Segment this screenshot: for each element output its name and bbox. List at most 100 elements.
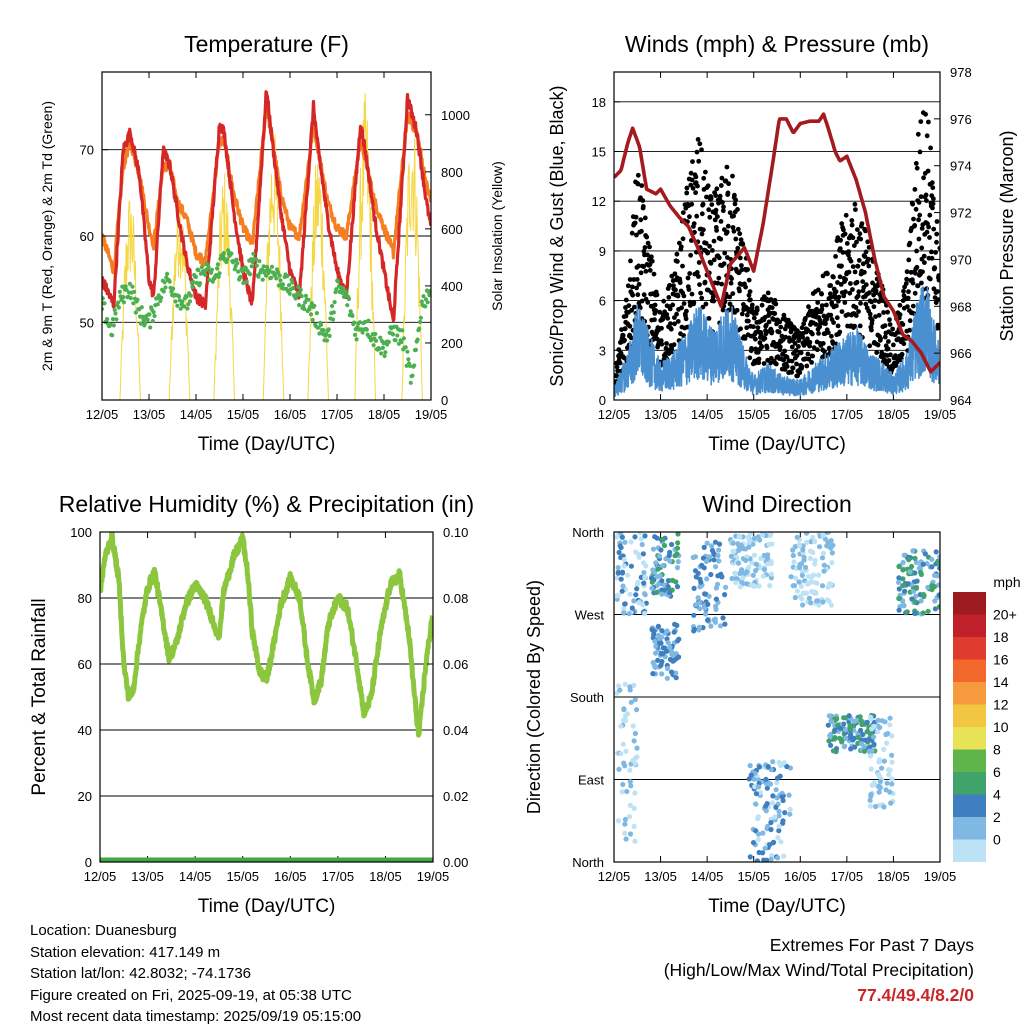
gust-point [647, 244, 652, 250]
dewpoint-point [152, 313, 157, 319]
dewpoint-point [308, 312, 314, 317]
humidity-xtick-label: 14/05 [179, 869, 212, 884]
direction-point [706, 593, 712, 599]
gust-point [835, 323, 841, 329]
gust-point [672, 271, 678, 277]
direction-point [913, 584, 920, 591]
direction-point [867, 803, 874, 809]
humidity-left-axis-tick-label: 40 [78, 723, 92, 738]
gust-point [727, 294, 733, 300]
gust-point [912, 223, 918, 228]
direction-point [769, 800, 776, 806]
dewpoint-point [234, 257, 239, 262]
winds-ylabel-left: Sonic/Prop Wind & Gust (Blue, Black) [547, 85, 567, 386]
direction-point [732, 571, 739, 577]
dewpoint-point [132, 289, 137, 294]
direction-point [621, 610, 627, 616]
gust-point [713, 193, 719, 199]
dewpoint-point [277, 273, 282, 278]
gust-point [828, 283, 833, 288]
direction-point [773, 804, 779, 811]
direction-point [733, 580, 739, 586]
direction-point [875, 771, 881, 777]
gust-point [693, 190, 698, 196]
gust-point [765, 290, 771, 296]
gust-point [809, 360, 814, 365]
gust-point [660, 316, 666, 322]
gust-point [781, 357, 786, 363]
direction-point [819, 555, 826, 561]
dewpoint-point [143, 321, 148, 326]
dewpoint-point [285, 274, 290, 279]
gust-point [852, 269, 858, 275]
gust-point [761, 361, 767, 366]
wind_direction-xtick-label: 18/05 [877, 869, 910, 884]
direction-point [642, 610, 648, 617]
direction-point [889, 759, 895, 765]
gust-point [695, 137, 701, 142]
gust-point [875, 342, 881, 348]
gust-point [886, 339, 891, 344]
gust-point [841, 227, 846, 233]
gust-point [929, 180, 935, 186]
gust-point [675, 259, 680, 264]
gust-point [923, 111, 928, 117]
gust-point [886, 358, 892, 363]
direction-point [768, 856, 774, 862]
gust-point [684, 185, 690, 191]
direction-point [756, 583, 762, 589]
gust-point [680, 210, 686, 216]
dewpoint-point [127, 281, 132, 286]
gust-point [732, 201, 738, 207]
direction-point [848, 732, 854, 738]
winds-xtick-label: 15/05 [737, 407, 770, 422]
direction-point [747, 763, 753, 769]
gust-point [810, 331, 815, 337]
dewpoint-point [110, 317, 116, 322]
dewpoint-point [133, 310, 138, 315]
gust-point [641, 264, 646, 270]
gust-point [791, 335, 797, 341]
direction-point [659, 671, 665, 677]
direction-point [871, 780, 877, 786]
dewpoint-point [184, 294, 189, 299]
direction-point [884, 780, 890, 786]
direction-point [656, 635, 663, 642]
gust-point [639, 298, 645, 304]
direction-point [778, 839, 784, 845]
gust-point [855, 227, 860, 233]
direction-point [907, 569, 913, 575]
dewpoint-point [405, 349, 410, 354]
direction-point [936, 592, 940, 598]
direction-point [875, 717, 881, 723]
gust-point [718, 183, 724, 188]
gust-point [903, 281, 909, 286]
gust-point [740, 242, 746, 247]
direction-point [654, 574, 661, 580]
direction-point [775, 835, 781, 841]
gust-point [843, 277, 848, 282]
gust-point [852, 201, 858, 207]
dewpoint-point [257, 259, 262, 264]
direction-point [755, 837, 761, 843]
direction-point [920, 610, 926, 616]
dewpoint-point [408, 380, 413, 385]
temperature-xtick-label: 15/05 [227, 407, 260, 422]
gust-point [664, 341, 669, 346]
direction-point [658, 547, 664, 553]
gust-point [688, 252, 693, 258]
gust-point [833, 254, 838, 259]
gust-point [640, 204, 646, 209]
gust-point [687, 271, 693, 276]
direction-point [637, 532, 643, 536]
direction-point [632, 730, 639, 737]
direction-point [776, 828, 782, 834]
dewpoint-point [303, 293, 308, 298]
gust-point [645, 252, 650, 258]
temperature-ylabel-left: 2m & 9m T (Red, Orange) & 2m Td (Green) [39, 101, 55, 371]
direction-point [887, 722, 893, 728]
direction-point [622, 821, 628, 827]
humidity-right-axis-tick-label: 0.06 [443, 657, 468, 672]
direction-point [673, 579, 679, 585]
gust-point [769, 329, 775, 334]
